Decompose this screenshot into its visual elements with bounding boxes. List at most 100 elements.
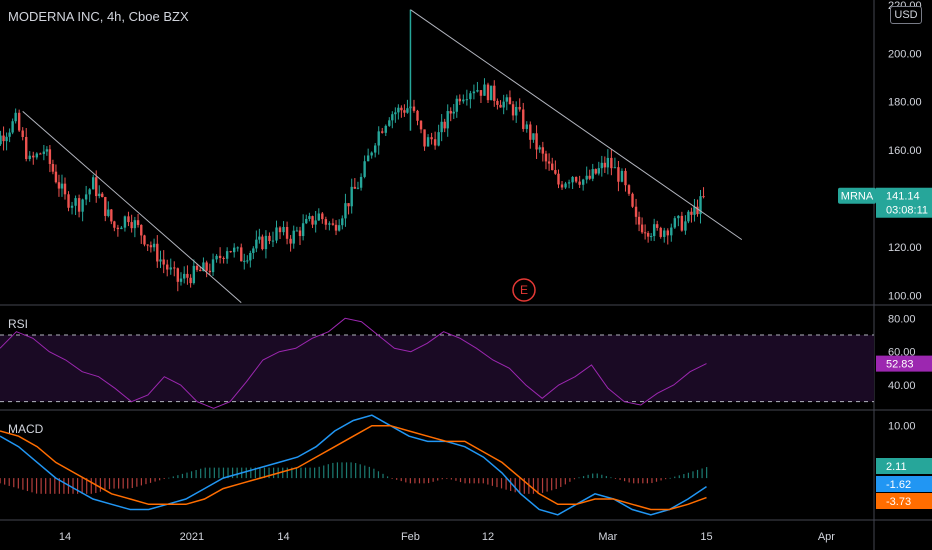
candle-body: [152, 243, 156, 248]
last-price-tag: [876, 187, 932, 218]
macd-histogram-bar: [0, 478, 1, 484]
candle-body: [116, 227, 120, 230]
candle-body: [594, 169, 597, 174]
macd-histogram-bar: [81, 478, 83, 494]
candle-body: [532, 133, 535, 140]
candle-body: [374, 145, 377, 153]
macd-histogram-bar: [669, 477, 671, 479]
macd-histogram-bar: [336, 462, 339, 479]
macd-axis-tick: 10.00: [888, 421, 916, 433]
macd-histogram-bar: [687, 472, 690, 479]
macd-histogram-bar: [254, 467, 256, 479]
candle-body: [350, 186, 353, 207]
candle-body: [77, 198, 81, 212]
macd-histogram-bar: [345, 462, 348, 479]
candle-body: [243, 260, 246, 262]
currency-button[interactable]: USD: [890, 6, 922, 24]
candle-body: [518, 106, 521, 110]
macd-histogram-bar: [601, 474, 603, 479]
candle-body: [656, 224, 659, 228]
candle-body: [21, 130, 24, 137]
candle-body: [229, 251, 232, 253]
time-axis: 14 2021 14 Feb 12 Mar 15 Apr: [59, 531, 835, 543]
candle-body: [258, 236, 261, 240]
macd-histogram-bar: [309, 467, 311, 479]
time-axis-tick: 15: [700, 531, 712, 543]
candle-body: [391, 114, 394, 121]
candle-body: [192, 265, 196, 284]
macd-histogram-bar: [341, 462, 343, 479]
macd-histogram-bar: [245, 467, 247, 479]
macd-histogram-bar: [701, 468, 703, 479]
macd-histogram-bar: [441, 478, 443, 480]
candle-body: [25, 136, 28, 160]
candle-body: [208, 270, 212, 273]
candle-body: [11, 121, 14, 133]
candle-body: [637, 216, 641, 225]
macd-line: [0, 414, 707, 516]
macd-histogram-bar: [418, 478, 421, 484]
macd-histogram-bar: [327, 464, 329, 479]
candle-body: [344, 203, 347, 219]
macd-histogram-bar: [314, 467, 316, 479]
macd-histogram-bar: [291, 467, 293, 479]
candle-body: [120, 227, 123, 230]
candle-body: [146, 244, 149, 246]
candle-body: [236, 247, 239, 249]
macd-histogram-bar: [17, 478, 19, 489]
candle-body: [42, 151, 46, 154]
macd-histogram-bar: [200, 468, 202, 479]
earnings-marker-circle[interactable]: [512, 278, 536, 302]
rsi-line: [0, 317, 707, 409]
candle-body: [317, 213, 320, 221]
macd-histogram-bar: [592, 473, 594, 479]
candle-body: [183, 273, 186, 279]
macd-histogram-bar: [482, 478, 484, 484]
candle-body: [311, 216, 314, 225]
macd-histogram-bar: [665, 478, 667, 480]
candle-body: [591, 169, 594, 179]
candle-body: [419, 120, 423, 130]
candle-body: [522, 109, 525, 129]
candle-body: [275, 227, 278, 241]
macd-histogram-bar: [364, 465, 366, 479]
macd-histogram-bar: [35, 478, 38, 494]
macd-histogram-bar: [99, 478, 101, 492]
candle-body: [334, 224, 338, 231]
macd-histogram: [0, 462, 708, 494]
macd-histogram-bar: [678, 475, 680, 479]
macd-histogram-bar: [377, 471, 380, 479]
candle-body: [136, 220, 140, 225]
candle-body: [143, 235, 146, 245]
macd-histogram-bar: [58, 478, 60, 494]
candle-body: [366, 155, 370, 162]
candle-body: [140, 224, 143, 236]
time-axis-tick: Mar: [598, 531, 617, 543]
macd-histogram-bar: [131, 478, 133, 488]
candle-body: [666, 230, 669, 236]
macd-histogram-bar: [136, 478, 138, 487]
candle-body: [8, 132, 11, 137]
candle-body: [331, 223, 335, 225]
macd-histogram-bar: [127, 478, 129, 489]
macd-histogram-bar: [355, 463, 357, 479]
candle-body: [39, 153, 42, 155]
candle-body: [95, 177, 98, 197]
macd-histogram-bar: [446, 478, 448, 479]
macd-histogram-bar: [569, 478, 571, 482]
candle-body: [370, 152, 373, 156]
earnings-marker[interactable]: E: [512, 278, 536, 302]
macd-histogram-bar: [204, 467, 206, 479]
candle-body: [476, 90, 479, 92]
candle-body: [101, 193, 104, 198]
macd-histogram-bar: [4, 478, 6, 485]
macd-histogram-bar: [350, 462, 352, 479]
macd-label: MACD: [8, 422, 44, 436]
candle-body: [81, 199, 84, 212]
candle-body: [538, 147, 541, 150]
macd-histogram-bar: [541, 478, 544, 493]
macd-histogram-bar: [633, 478, 635, 484]
macd-histogram-bar: [414, 478, 416, 484]
macd-histogram-bar: [227, 467, 229, 479]
